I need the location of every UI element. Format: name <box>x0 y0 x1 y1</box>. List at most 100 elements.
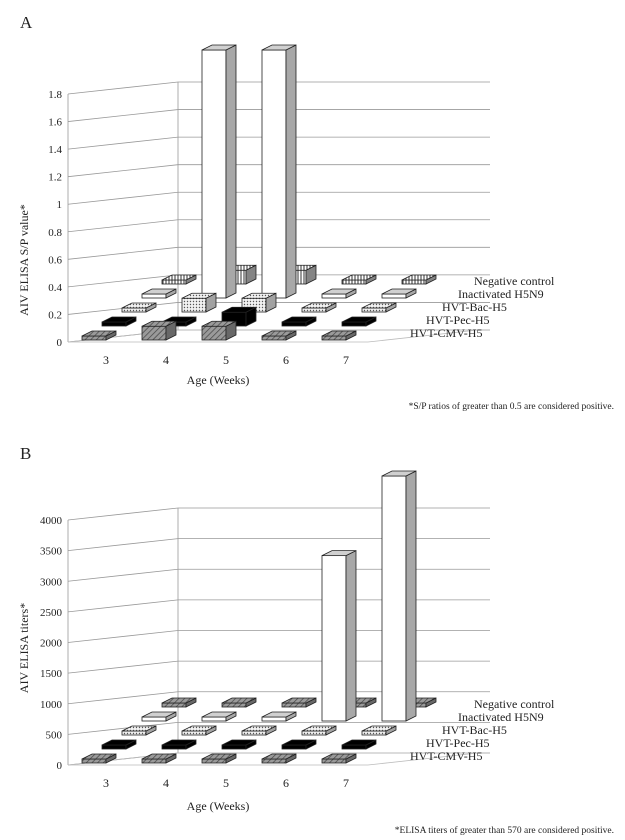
bar-top <box>201 753 237 760</box>
bar <box>121 302 157 313</box>
bar <box>141 320 177 341</box>
bar-top <box>281 316 317 323</box>
grid-side-9 <box>67 81 179 95</box>
panel-a-chart: 0 0.2 0.4 0.6 0.8 1 1.2 1.4 1.6 1.8 3 4 5 6 7 HVT-CMV-H… <box>48 44 555 367</box>
bar-front <box>81 335 107 341</box>
bar <box>101 739 137 750</box>
bar-top <box>241 292 277 299</box>
bar-top <box>141 711 177 718</box>
x-tick-label: 5 <box>223 353 229 367</box>
y-tick-label: 0 <box>57 760 63 772</box>
bar-front <box>301 730 327 736</box>
bar-front <box>181 730 207 736</box>
grid-side-4 <box>67 219 179 233</box>
y-tick-label: 4000 <box>40 515 63 527</box>
grid-side-3 <box>67 660 179 674</box>
bar <box>321 549 357 722</box>
bar <box>341 274 377 285</box>
bar <box>141 711 177 722</box>
bar-top <box>81 330 117 337</box>
bar-top <box>301 302 337 309</box>
bar-top <box>201 44 237 51</box>
grid-side-6 <box>67 164 179 178</box>
bar <box>261 753 297 764</box>
chart-floor <box>67 752 479 766</box>
bar-front <box>261 49 287 299</box>
series-label: HVT-Bac-H5 <box>442 723 507 737</box>
bar-front <box>101 744 127 750</box>
bar <box>101 316 137 327</box>
grid-side-5 <box>67 599 179 613</box>
bar-top <box>181 292 217 299</box>
bar-top <box>321 288 357 295</box>
bar-top <box>181 725 217 732</box>
bar <box>281 697 317 708</box>
series-label: HVT-CMV-H5 <box>410 749 482 763</box>
bar-top <box>361 302 397 309</box>
bar <box>141 288 177 299</box>
bar-front <box>81 758 107 764</box>
bar-front <box>341 279 367 285</box>
bar <box>221 739 257 750</box>
y-tick-label: 3000 <box>40 576 63 588</box>
bar-front <box>401 279 427 285</box>
grid-side-7 <box>67 538 179 552</box>
bar-front <box>161 279 187 285</box>
y-tick-label: 1.4 <box>48 144 62 156</box>
x-tick-label: 3 <box>103 353 109 367</box>
y-tick-label: 0 <box>57 337 63 349</box>
bar <box>221 697 257 708</box>
y-tick-label: 1 <box>57 199 63 211</box>
bar-front <box>321 758 347 764</box>
bar-front <box>241 730 267 736</box>
panel-b-xlabel: Age (Weeks) <box>187 799 250 813</box>
bar <box>361 302 397 313</box>
bar <box>301 302 337 313</box>
bar-top <box>141 288 177 295</box>
bar <box>381 288 417 299</box>
bar-top <box>341 316 377 323</box>
bar <box>181 725 217 736</box>
bar <box>201 753 237 764</box>
bar <box>341 739 377 750</box>
bar-top <box>221 306 257 313</box>
bar-top <box>81 753 117 760</box>
y-tick-label: 2000 <box>40 638 63 650</box>
bar-top <box>141 320 177 327</box>
bar <box>241 725 277 736</box>
bar-front <box>381 475 407 722</box>
grid-side-8 <box>67 109 179 122</box>
bar-top <box>381 470 417 477</box>
bar-top <box>281 697 317 704</box>
panel-a-footnote: *S/P ratios of greater than 0.5 are cons… <box>409 401 614 412</box>
bar-top <box>101 316 137 323</box>
bar <box>381 470 417 722</box>
bar-top <box>161 274 197 281</box>
grid-side-5 <box>67 191 179 205</box>
x-tick-label: 5 <box>223 776 229 790</box>
bar-front <box>221 744 247 750</box>
bar-front <box>201 758 227 764</box>
bar <box>201 44 237 299</box>
bar-top <box>401 274 437 281</box>
bar-front <box>101 321 127 327</box>
bar-top <box>321 330 357 337</box>
bar-top <box>261 330 297 337</box>
y-tick-label: 1.8 <box>48 89 62 101</box>
bar-side <box>345 549 357 722</box>
bar-front <box>201 325 227 341</box>
grid-side-7 <box>67 136 179 150</box>
y-tick-label: 1500 <box>40 668 63 680</box>
bar-front <box>341 321 367 327</box>
series-label: Negative control <box>474 274 555 288</box>
y-tick-label: 1.2 <box>48 172 62 184</box>
bar <box>321 753 357 764</box>
y-tick-label: 0.6 <box>48 254 62 266</box>
bar-top <box>201 320 237 327</box>
series-label: HVT-Bac-H5 <box>442 300 507 314</box>
bar-top <box>121 302 157 309</box>
bar-front <box>161 702 187 708</box>
bar-front <box>141 716 167 722</box>
bar-top <box>121 725 157 732</box>
